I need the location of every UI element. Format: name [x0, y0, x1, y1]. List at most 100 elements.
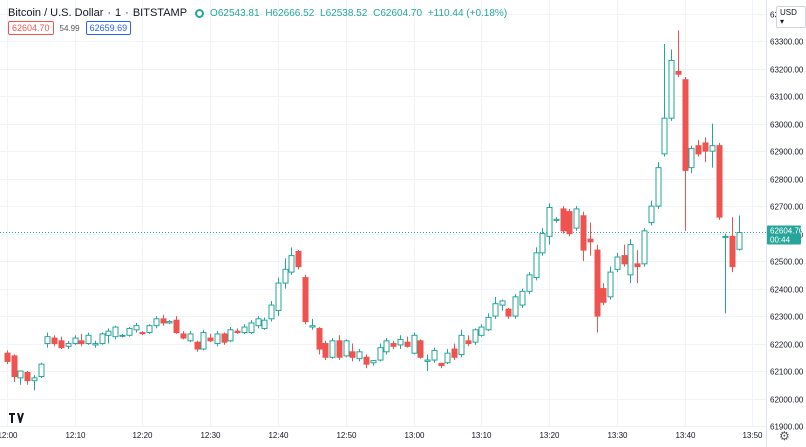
exchange-label: BITSTAMP	[132, 7, 188, 19]
candle	[377, 343, 384, 362]
candle	[139, 331, 146, 336]
candle	[207, 333, 214, 343]
candle-body	[248, 322, 255, 334]
candle-body	[221, 333, 228, 343]
candle	[424, 354, 431, 372]
candle-body	[478, 326, 485, 336]
candle-body	[302, 277, 309, 323]
candle-body	[383, 340, 390, 353]
candle	[187, 331, 194, 343]
candle	[695, 140, 702, 157]
candle-body	[533, 252, 540, 279]
price-axis: 61900.00 62000.00 62100.00 62200.00 62300.00…	[766, 0, 806, 447]
candle	[105, 328, 112, 344]
time-tick-label: 12:10	[65, 431, 86, 440]
candle-body	[641, 230, 648, 265]
interval-label: 1	[115, 7, 122, 19]
candle	[241, 324, 248, 334]
candle-body	[709, 145, 716, 152]
market-status-icon[interactable]	[195, 8, 205, 18]
change-value: +110.44 (+0.18%)	[427, 7, 508, 19]
candle	[383, 338, 390, 355]
candle	[465, 335, 472, 347]
candle-body	[255, 318, 262, 327]
candle	[621, 244, 628, 267]
candle	[519, 288, 526, 308]
candle	[729, 217, 736, 273]
candle	[119, 333, 126, 338]
candle	[322, 340, 329, 361]
candle-body	[594, 249, 601, 317]
candle-body	[268, 304, 275, 320]
candle	[709, 123, 716, 168]
last-price-value: 62604.70	[770, 227, 804, 236]
candle	[17, 370, 24, 385]
bid-ask-panel: 62604.70 54.99 62659.69	[8, 21, 132, 35]
candle	[99, 332, 106, 345]
candle-body	[417, 340, 424, 358]
candle-body	[607, 271, 614, 298]
candle	[580, 211, 587, 262]
candle-body	[146, 325, 153, 334]
candle-body	[716, 145, 723, 218]
high-value: H62666.52	[265, 7, 315, 19]
buy-price-button[interactable]: 62659.69	[85, 21, 132, 35]
candle-body	[119, 334, 126, 337]
candle	[166, 320, 173, 325]
candle-body	[343, 340, 350, 357]
candle	[688, 145, 695, 174]
candle	[438, 362, 445, 369]
candle-body	[587, 238, 594, 243]
candle	[288, 247, 295, 275]
candle-body	[92, 343, 99, 346]
candle-body	[160, 318, 167, 324]
candle-body	[370, 360, 377, 364]
candle-body	[51, 337, 58, 345]
candle-body	[24, 371, 31, 382]
candle	[478, 324, 485, 337]
time-axis: 12:00 12:10 12:20 12:30 12:40 12:50 13:00 13:10…	[0, 431, 763, 440]
sell-price-button[interactable]: 62604.70	[8, 21, 54, 35]
candle	[668, 49, 675, 121]
candle	[390, 340, 397, 350]
gear-icon[interactable]: ⚙	[779, 429, 790, 443]
candle	[607, 266, 614, 300]
tradingview-logo-icon[interactable]	[9, 410, 25, 426]
candle	[458, 329, 465, 358]
candle	[282, 258, 289, 289]
candle-body	[668, 59, 675, 119]
candle	[675, 30, 682, 77]
candle	[573, 206, 580, 231]
candle	[370, 360, 377, 366]
candle	[397, 335, 404, 350]
candle-body	[688, 147, 695, 169]
candle-body	[655, 167, 662, 207]
candle	[173, 316, 180, 334]
candle-body	[553, 218, 560, 221]
candle	[431, 347, 438, 363]
low-value: L62538.52	[320, 7, 368, 19]
candle-body	[275, 282, 282, 312]
candle-body	[241, 326, 248, 334]
price-tick-label: 61900.00	[770, 423, 804, 432]
candle	[58, 336, 65, 350]
candle-body	[227, 329, 234, 342]
candle	[153, 316, 160, 329]
time-tick-label: 13:50	[742, 431, 763, 440]
time-tick-label: 12:50	[336, 431, 357, 440]
candle	[160, 314, 167, 326]
candle-body	[166, 321, 173, 324]
candle-body	[153, 318, 160, 327]
candle	[234, 328, 241, 334]
candle-body	[11, 355, 18, 378]
currency-selector[interactable]: USD ▾	[776, 6, 806, 28]
candle	[255, 316, 262, 329]
price-tick-label: 62000.00	[770, 396, 804, 405]
candle	[349, 343, 356, 362]
candle-body	[261, 319, 268, 329]
candle	[200, 329, 207, 351]
last-price-countdown: 00:44	[770, 236, 791, 245]
candle	[526, 272, 533, 295]
